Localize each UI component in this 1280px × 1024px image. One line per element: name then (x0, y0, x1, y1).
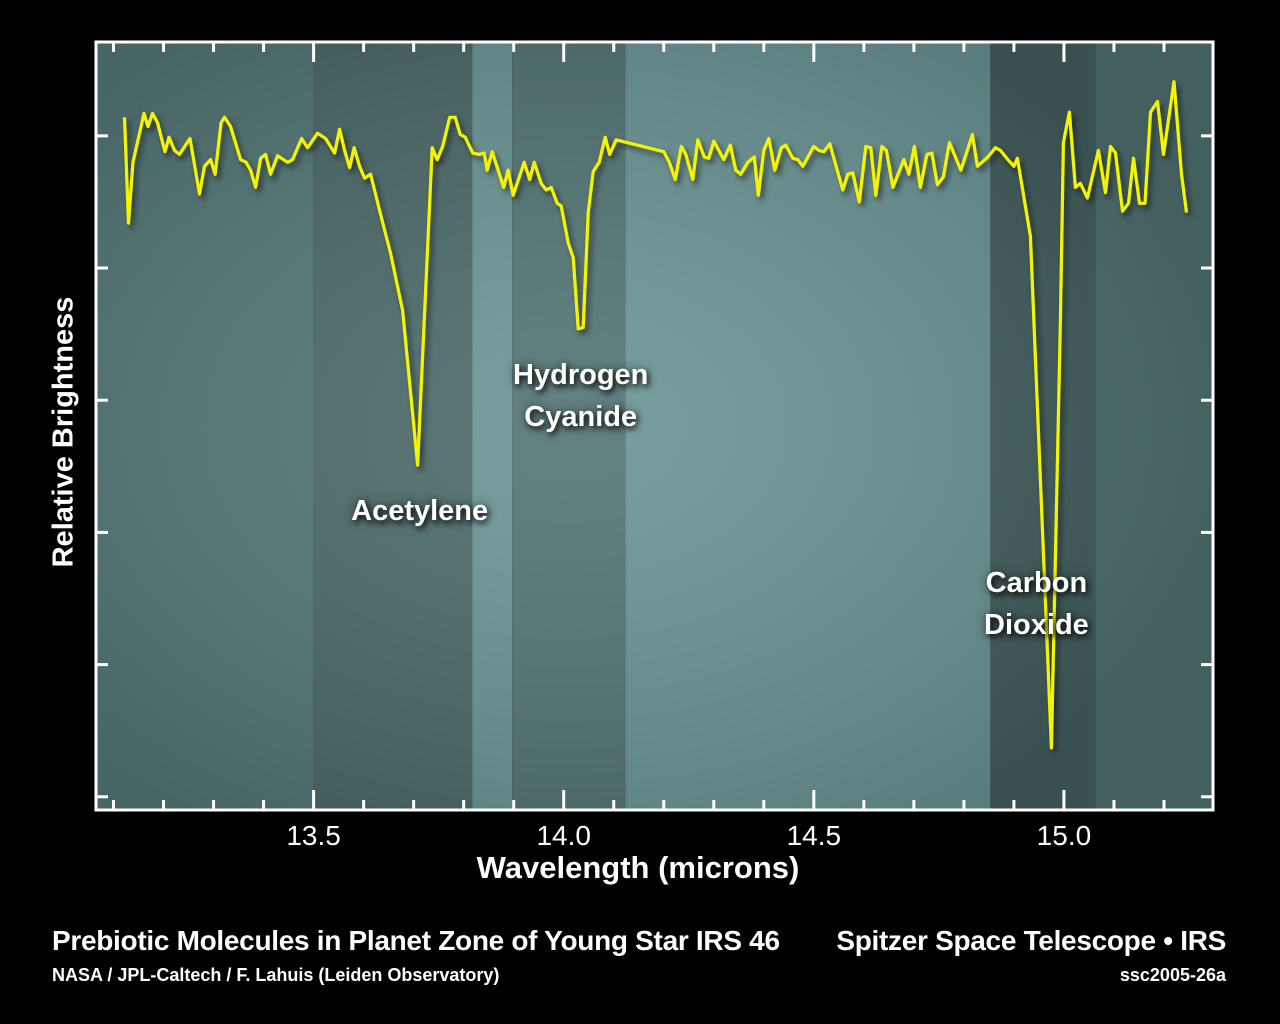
spectrum-line-layer (122, 80, 1189, 750)
annotation-acetylene: Acetylene (351, 490, 488, 532)
x-tick-label: 14.0 (536, 820, 591, 851)
annotation-line: Carbon (985, 567, 1088, 599)
annotation-line: Acetylene (351, 495, 489, 527)
plot-frame (94, 40, 1215, 812)
annotation-line: Dioxide (984, 609, 1089, 641)
spectrum-line (122, 80, 1189, 750)
annotation-hydrogen-cyanide: Hydrogen Cyanide (513, 354, 648, 438)
x-tick-label: 14.5 (787, 820, 842, 851)
x-tick-label: 13.5 (286, 820, 341, 851)
chart-title: Prebiotic Molecules in Planet Zone of Yo… (52, 925, 780, 956)
plot-background (96, 42, 1213, 810)
annotation-carbon-dioxide: Carbon Dioxide (984, 562, 1089, 646)
credit-line: NASA / JPL-Caltech / F. Lahuis (Leiden O… (52, 965, 500, 985)
image-id: ssc2005-26a (1119, 965, 1226, 985)
x-axis-label: Wavelength (microns) (476, 850, 800, 885)
x-tick-label: 15.0 (1037, 820, 1092, 851)
annotation-line: Cyanide (524, 401, 638, 433)
y-axis-label: Relative Brightness (47, 296, 80, 568)
axis-ticks (96, 42, 1213, 810)
background-glow (96, 42, 1213, 810)
mission-label: Spitzer Space Telescope • IRS (836, 925, 1226, 956)
x-tick-labels: 13.5 14.0 14.5 15.0 (286, 820, 1091, 851)
annotation-line: Hydrogen (513, 359, 649, 391)
